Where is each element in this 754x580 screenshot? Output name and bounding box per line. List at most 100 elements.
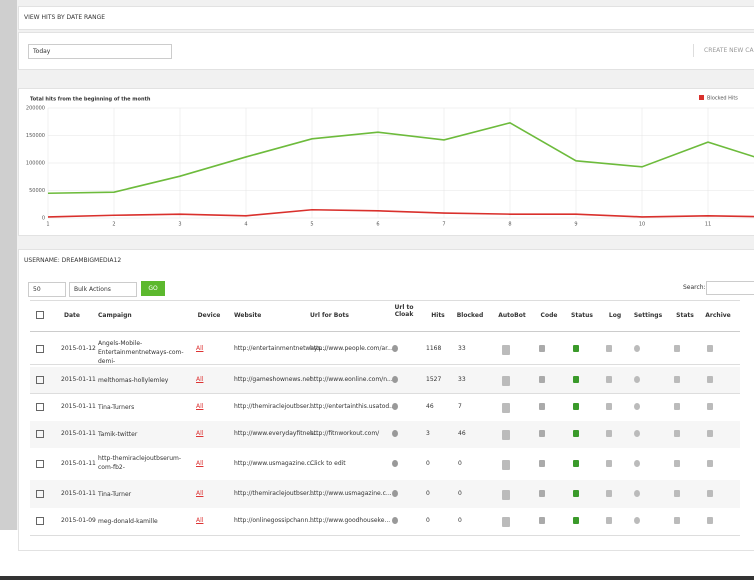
settings-icon[interactable] [634, 376, 640, 383]
bot-url[interactable]: http://www.people.com/ar... [310, 345, 393, 352]
settings-icon[interactable] [634, 517, 640, 524]
device[interactable]: All [196, 517, 204, 524]
checkbox[interactable] [36, 490, 44, 498]
go-button[interactable]: GO [141, 281, 165, 296]
column-header[interactable]: Url for Bots [310, 312, 349, 319]
bot-url[interactable]: http://fitnworkout.com/ [310, 430, 380, 437]
autobot-icon[interactable] [502, 403, 510, 413]
cloak-icon[interactable] [392, 403, 398, 410]
stats-icon[interactable] [674, 490, 680, 497]
stats-icon[interactable] [674, 430, 680, 437]
cloak-icon[interactable] [392, 490, 398, 497]
code-icon[interactable] [539, 403, 545, 410]
log-icon[interactable] [606, 460, 612, 467]
archive-icon[interactable] [707, 403, 713, 410]
log-icon[interactable] [606, 517, 612, 524]
column-header[interactable]: Blocked [456, 312, 484, 319]
checkbox[interactable] [36, 311, 44, 319]
code-icon[interactable] [539, 517, 545, 524]
device[interactable]: All [196, 376, 204, 383]
autobot-icon[interactable] [502, 517, 510, 527]
cloak-icon[interactable] [392, 376, 398, 383]
bot-url[interactable]: http://www.goodhouseke... [310, 517, 391, 524]
archive-icon[interactable] [707, 430, 713, 437]
column-header[interactable]: AutoBot [498, 312, 526, 319]
bot-url[interactable]: Click to edit [310, 460, 346, 467]
code-icon[interactable] [539, 460, 545, 467]
stats-icon[interactable] [674, 517, 680, 524]
archive-icon[interactable] [707, 490, 713, 497]
bot-url[interactable]: http://entertainthis.usatod... [310, 403, 395, 410]
cloak-icon[interactable] [392, 345, 398, 352]
status-icon[interactable] [573, 517, 579, 524]
bot-url[interactable]: http://www.eonline.com/n... [310, 376, 393, 383]
settings-icon[interactable] [634, 460, 640, 467]
device[interactable]: All [196, 403, 204, 410]
log-icon[interactable] [606, 403, 612, 410]
stats-icon[interactable] [674, 345, 680, 352]
settings-icon[interactable] [634, 430, 640, 437]
status-icon[interactable] [573, 345, 579, 352]
checkbox[interactable] [36, 345, 44, 353]
column-header[interactable]: Archive [705, 312, 731, 319]
autobot-icon[interactable] [502, 376, 510, 386]
bulk-select[interactable]: Bulk Actions [69, 282, 137, 297]
status-icon[interactable] [573, 490, 579, 497]
code-icon[interactable] [539, 376, 545, 383]
autobot-icon[interactable] [502, 345, 510, 355]
code-icon[interactable] [539, 490, 545, 497]
archive-icon[interactable] [707, 376, 713, 383]
cloak-icon[interactable] [392, 430, 398, 437]
archive-icon[interactable] [707, 345, 713, 352]
checkbox[interactable] [36, 517, 44, 525]
checkbox[interactable] [36, 460, 44, 468]
checkbox[interactable] [36, 403, 44, 411]
checkbox[interactable] [36, 376, 44, 384]
settings-icon[interactable] [634, 490, 640, 497]
device[interactable]: All [196, 490, 204, 497]
code-icon[interactable] [539, 345, 545, 352]
page-size[interactable]: 50 [28, 282, 66, 297]
log-icon[interactable] [606, 430, 612, 437]
column-header[interactable]: Website [234, 312, 262, 319]
autobot-icon[interactable] [502, 430, 510, 440]
column-header[interactable]: Settings [633, 312, 663, 319]
archive-icon[interactable] [707, 460, 713, 467]
status-icon[interactable] [573, 430, 579, 437]
column-header[interactable]: Device [197, 312, 221, 319]
status-icon[interactable] [573, 460, 579, 467]
code-icon[interactable] [539, 430, 545, 437]
autobot-icon[interactable] [502, 460, 510, 470]
bot-url[interactable]: http://www.usmagazine.c... [310, 490, 392, 497]
device[interactable]: All [196, 430, 204, 437]
settings-icon[interactable] [634, 403, 640, 410]
create-button[interactable]: CREATE NEW CAMPAIGN [693, 44, 754, 57]
column-header[interactable]: Campaign [98, 312, 132, 319]
column-header[interactable]: Status [571, 312, 593, 319]
column-header[interactable]: Hits [431, 312, 445, 319]
column-header[interactable]: Date [64, 312, 80, 319]
blocked: 0 [458, 460, 462, 467]
stats-icon[interactable] [674, 403, 680, 410]
stats-icon[interactable] [674, 460, 680, 467]
column-header[interactable]: Stats [676, 312, 694, 319]
column-header[interactable]: Url to Cloak [394, 304, 414, 318]
column-header[interactable]: Code [540, 312, 558, 319]
cloak-icon[interactable] [392, 517, 398, 524]
log-icon[interactable] [606, 376, 612, 383]
device[interactable]: All [196, 460, 204, 467]
cloak-icon[interactable] [392, 460, 398, 467]
settings-icon[interactable] [634, 345, 640, 352]
archive-icon[interactable] [707, 517, 713, 524]
search-input[interactable] [706, 281, 754, 295]
column-header[interactable]: Log [608, 312, 622, 319]
device[interactable]: All [196, 345, 204, 352]
status-icon[interactable] [573, 376, 579, 383]
log-icon[interactable] [606, 490, 612, 497]
range-select[interactable]: Today [28, 44, 172, 59]
checkbox[interactable] [36, 430, 44, 438]
autobot-icon[interactable] [502, 490, 510, 500]
stats-icon[interactable] [674, 376, 680, 383]
status-icon[interactable] [573, 403, 579, 410]
log-icon[interactable] [606, 345, 612, 352]
